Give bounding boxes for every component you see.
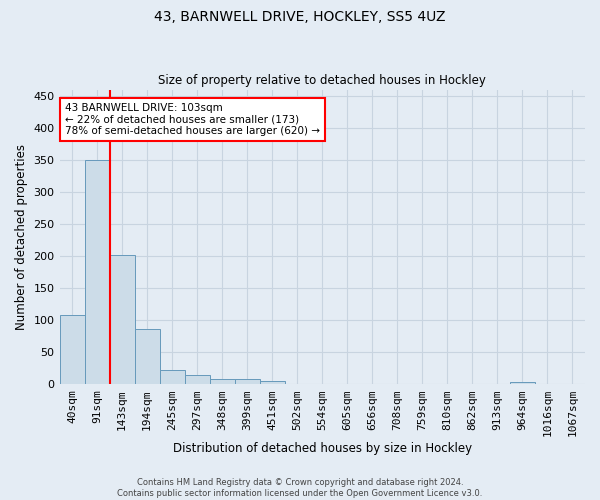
Y-axis label: Number of detached properties: Number of detached properties — [15, 144, 28, 330]
Bar — [59, 315, 85, 384]
X-axis label: Distribution of detached houses by size in Hockley: Distribution of detached houses by size … — [173, 442, 472, 455]
Bar — [510, 382, 535, 384]
Bar — [85, 160, 110, 384]
Bar — [235, 379, 260, 384]
Text: 43, BARNWELL DRIVE, HOCKLEY, SS5 4UZ: 43, BARNWELL DRIVE, HOCKLEY, SS5 4UZ — [154, 10, 446, 24]
Bar — [110, 255, 134, 384]
Bar — [160, 370, 185, 384]
Title: Size of property relative to detached houses in Hockley: Size of property relative to detached ho… — [158, 74, 486, 87]
Bar — [209, 379, 235, 384]
Text: 43 BARNWELL DRIVE: 103sqm
← 22% of detached houses are smaller (173)
78% of semi: 43 BARNWELL DRIVE: 103sqm ← 22% of detac… — [65, 103, 320, 136]
Text: Contains HM Land Registry data © Crown copyright and database right 2024.
Contai: Contains HM Land Registry data © Crown c… — [118, 478, 482, 498]
Bar — [260, 381, 285, 384]
Bar — [185, 376, 209, 384]
Bar — [134, 328, 160, 384]
